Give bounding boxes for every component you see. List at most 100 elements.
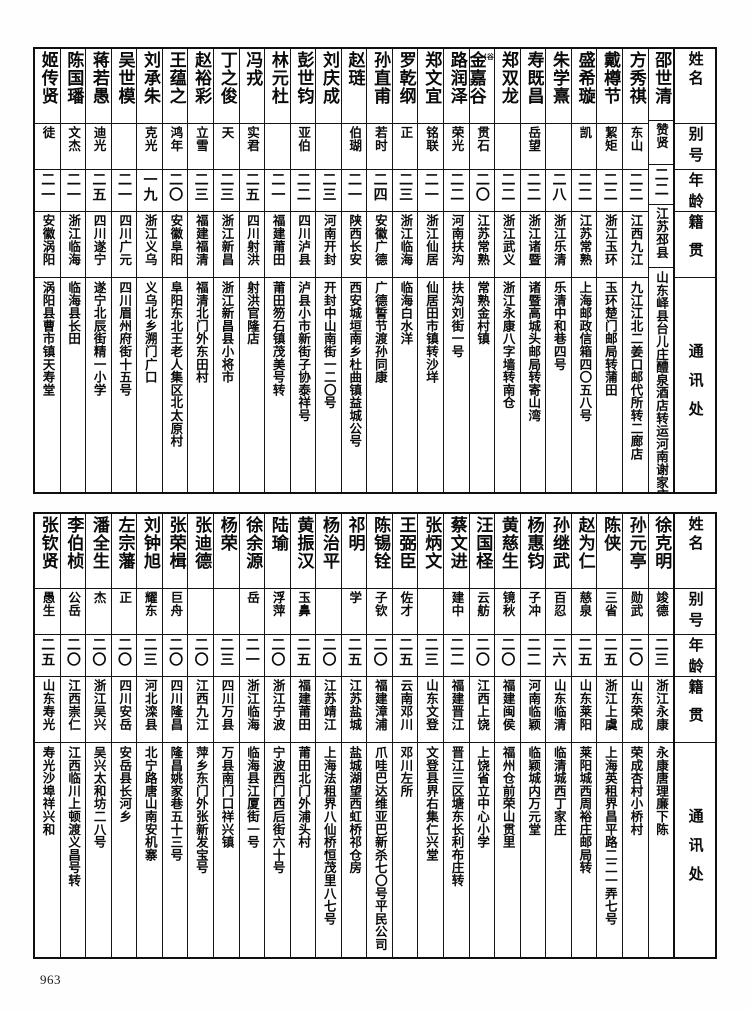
entry-hometown: 江西九江 (193, 679, 209, 731)
entry-alias: 正 (117, 591, 133, 604)
entry-alias: 铭联 (423, 126, 439, 152)
entry-age: 二一 (64, 172, 81, 202)
entry-address: 永康唐理廉下陈 (654, 746, 670, 836)
entry-address-cell: 萍乡东门外张新发宝号 (188, 742, 213, 957)
entry-address: 福州仓前荣山贯里 (500, 746, 516, 849)
entry-address-cell: 临海县长田 (60, 277, 86, 492)
header-address: 通讯处 (686, 342, 705, 430)
entry-alias: 凯 (577, 126, 593, 139)
entry-address-cell: 隆昌姚家巷五十三号 (162, 742, 188, 957)
entry-address-cell: 广德誓节渡孙同康 (367, 277, 392, 492)
entry-name-cell: 陈侠 (597, 514, 622, 588)
entry-name-cell: 王蕴之 (163, 49, 188, 123)
entry-age-cell: 二五 (341, 634, 367, 676)
entry-alias-cell: 克光 (137, 123, 162, 169)
roster-entry-column: 陆瑜 浮萍 二〇 浙江宁波 宁波西门西后街六十号 (264, 514, 290, 957)
entry-hometown: 江苏常熟 (577, 214, 593, 266)
header-age-cell: 年龄 (675, 634, 716, 676)
roster-entry-column: 蔡文进 建中 二二 福建晋江 晋江三区塘东长利布庄转 (443, 514, 469, 957)
roster-entry-column: 朱学熹 二八 浙江乐清 乐清中和巷四号 (545, 49, 571, 492)
entry-address: 宁波西门西后街六十号 (270, 746, 286, 874)
roster-entry-column: 王蕴之 鸿年 二〇 安徽阜阳 阜阳东北王老人集区北太原村 (161, 49, 188, 492)
entry-alias-cell: 立雪 (188, 123, 213, 169)
entry-name-cell: 黄振汉 (291, 514, 316, 588)
entry-hometown: 浙江宁波 (270, 679, 286, 731)
entry-name: 盛希璇 (574, 51, 595, 105)
entry-age: 二四 (371, 172, 388, 202)
entry-name: 张炳文 (421, 516, 442, 570)
entry-alias: 实君 (245, 126, 261, 152)
entry-age-cell: 二一 (35, 169, 60, 211)
entry-age-cell: 二五 (239, 169, 265, 211)
entry-hometown: 浙江乐清 (551, 214, 567, 266)
entry-age: 二〇 (320, 637, 337, 667)
entry-age: 二〇 (90, 637, 107, 667)
entry-hometown: 福建闽侯 (500, 679, 516, 731)
entry-hometown-cell: 浙江乐清 (546, 211, 571, 277)
entry-hometown-cell: 四川隆昌 (162, 676, 188, 742)
entry-address: 泸县小市新街子协泰祥号 (296, 281, 312, 422)
entry-address: 萍乡东门外张新发宝号 (193, 746, 209, 874)
entry-hometown: 山东荣成 (628, 679, 644, 731)
entry-age: 二一 (243, 637, 260, 667)
roster-header-column: 姓名 别号 年龄 籍贯 通讯处 (673, 49, 716, 492)
entry-alias: 慈泉 (577, 591, 593, 617)
entry-address-cell: 临海白水洋 (392, 277, 418, 492)
entry-alias: 东山 (628, 126, 644, 152)
entry-alias: 岳望 (526, 126, 542, 152)
entry-name: 杨荣 (216, 516, 237, 552)
entry-address: 万县南门口祥兴镇 (219, 746, 235, 849)
entry-name-cell: 蔡文进 (444, 514, 469, 588)
entry-name: 冯戎 (242, 51, 263, 87)
entry-age: 二五 (346, 637, 363, 667)
entry-alias: 赞贤 (654, 122, 670, 149)
entry-name: 邵世清 (651, 51, 672, 105)
entry-age: 二二 (448, 172, 465, 202)
entry-age-cell: 二八 (546, 169, 571, 211)
entry-age-cell: 二三 (188, 169, 213, 211)
entry-age-cell: 二五 (86, 169, 111, 211)
entry-hometown-cell: 河南扶沟 (444, 211, 469, 277)
entry-name-cell: 杨惠钧 (521, 514, 546, 588)
entry-hometown: 安徽广德 (372, 214, 388, 266)
entry-name-cell: 徐余源 (240, 514, 265, 588)
entry-name: 刘承朱 (140, 51, 161, 105)
entry-name: 刘钟旭 (140, 516, 161, 570)
entry-alias-cell: 亚伯 (290, 123, 316, 169)
entry-alias-cell (111, 123, 137, 169)
entry-name: 陈国璠 (63, 51, 84, 105)
entry-age-cell: 二三 (137, 634, 162, 676)
header-address: 通讯处 (686, 807, 705, 895)
entry-name: 孙继武 (549, 516, 570, 570)
entry-age-cell: 二〇 (60, 634, 86, 676)
entry-name-cell: 刘钟旭 (137, 514, 162, 588)
roster-entry-column: 吴世模 二一 四川广元 四川眉州府街十五号 (110, 49, 137, 492)
entry-name: 黄振汉 (293, 516, 314, 570)
entry-alias-cell: 徒 (35, 123, 60, 169)
entry-address-cell: 上海法租界八仙桥恒茂里八七号 (316, 742, 341, 957)
entry-hometown: 四川安岳 (117, 679, 133, 731)
entry-hometown: 浙江临海 (245, 679, 261, 731)
entry-hometown-cell: 浙江永康 (648, 676, 674, 742)
entry-alias: 云舫 (475, 591, 491, 617)
entry-hometown-cell: 四川遂宁 (86, 211, 111, 277)
entry-alias: 建中 (449, 591, 465, 617)
entry-alias-cell: 鸿年 (162, 123, 188, 169)
header-hometown-cell: 籍贯 (675, 211, 716, 277)
entry-hometown: 江苏常熟 (475, 214, 491, 266)
entry-name-cell: 郑双龙 (495, 49, 520, 123)
entry-alias-cell: 浮萍 (265, 588, 290, 634)
entry-alias: 愚生 (40, 591, 56, 617)
header-address-cell: 通讯处 (675, 742, 716, 957)
entry-hometown: 浙江吴兴 (91, 679, 107, 731)
entry-hometown-cell: 河南开封 (316, 211, 341, 277)
entry-alias: 岳 (245, 591, 261, 604)
entry-age-cell: 二〇 (316, 634, 341, 676)
entry-alias-cell (495, 123, 520, 169)
entry-hometown: 四川射洪 (245, 214, 261, 266)
entry-alias-cell: 凯 (571, 123, 597, 169)
roster-entry-column: 杨荣 二三 四川万县 万县南门口祥兴镇 (212, 514, 239, 957)
roster-entry-column: 刘钟旭 耀东 二三 河北滦县 北宁路唐山南安机寨 (136, 514, 162, 957)
entry-address: 临海县长田 (66, 281, 82, 345)
